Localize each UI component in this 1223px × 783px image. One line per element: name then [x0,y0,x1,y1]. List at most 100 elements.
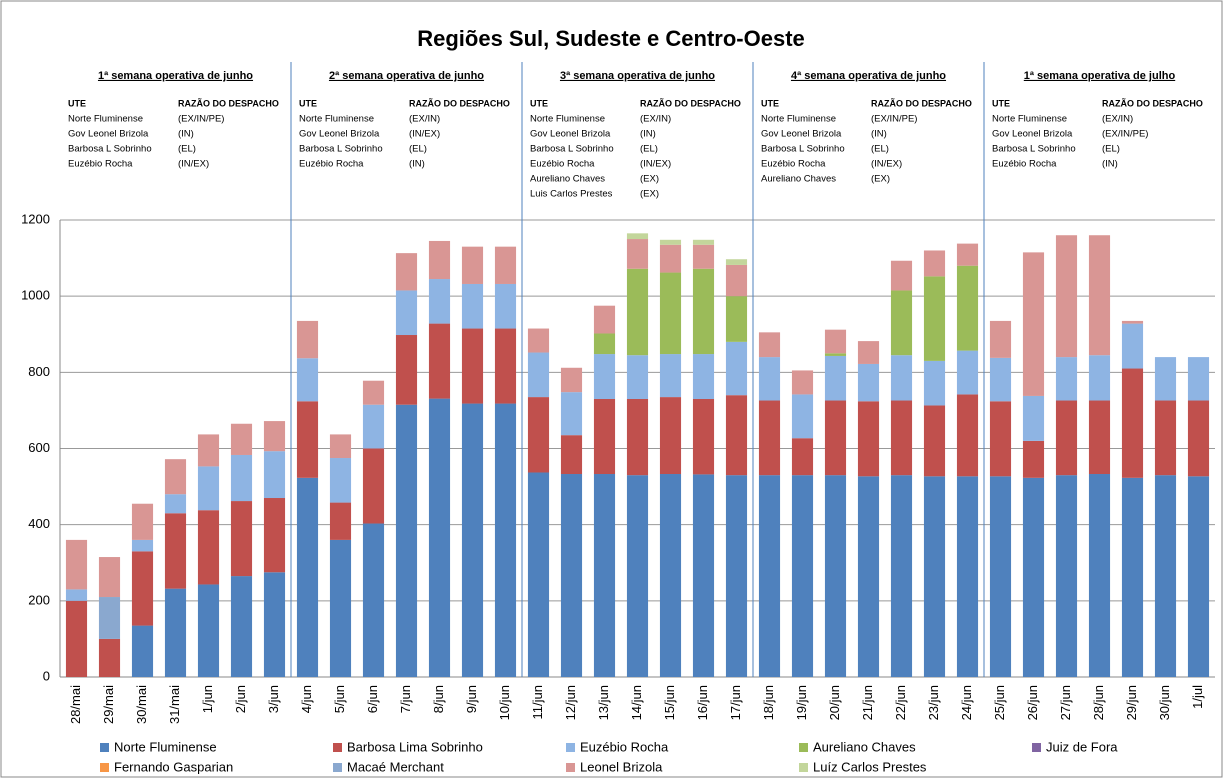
legend-label: Leonel Brizola [580,759,663,774]
bar-segment [692,354,715,399]
legend-label: Barbosa Lima Sobrinho [347,739,483,754]
bar-segment [890,260,913,291]
y-tick-label: 200 [28,592,50,607]
bar-segment [593,333,616,355]
week-cell: (IN) [1102,159,1118,170]
week-cell: Euzébio Rocha [299,159,364,170]
bar-segment [692,239,715,245]
week-header: UTE [299,98,317,108]
bar-segment [923,276,946,361]
week-cell: (IN) [409,159,425,170]
bar-segment [197,434,220,467]
bar-segment [890,355,913,401]
bar-segment [593,305,616,334]
bar-segment [560,392,583,436]
bar-segment [659,354,682,398]
bar-segment [824,353,847,356]
bar-segment [164,494,187,514]
bar-segment [296,358,319,402]
bar-segment [989,476,1012,677]
x-tick-label: 23/jun [926,685,941,720]
legend-label: Luíz Carlos Prestes [813,759,927,774]
bar-segment [626,233,649,240]
bar-segment [857,401,880,477]
week-cell: (EX/IN/PE) [1102,129,1148,140]
legend-label: Macaé Merchant [347,759,444,774]
bar-segment [824,329,847,354]
week-cell: Gov Leonel Brizola [530,129,611,140]
bar-segment [1022,252,1045,396]
y-tick-label: 1000 [21,288,50,303]
bar-segment [329,539,352,677]
week-cell: (EX/IN/PE) [871,114,917,125]
week-cell: Barbosa L Sobrinho [761,144,845,155]
bar-segment [626,355,649,399]
bar-segment [1154,475,1177,677]
y-tick-label: 800 [28,364,50,379]
week-cell: Barbosa L Sobrinho [992,144,1076,155]
bar-segment [1022,395,1045,441]
bar-segment [296,320,319,359]
bar-segment [1121,368,1144,478]
bar-segment [923,360,946,406]
bar-segment [1121,323,1144,369]
x-tick-label: 15/jun [662,685,677,720]
x-tick-label: 18/jun [761,685,776,720]
bar-segment [1088,474,1111,677]
y-tick-label: 600 [28,440,50,455]
bar-segment [527,397,550,473]
bar-segment [395,335,418,405]
week-cell: Aureliano Chaves [530,174,605,185]
bar-segment [1088,235,1111,356]
week-cell: Euzébio Rocha [761,159,826,170]
week-title: 2ª semana operativa de junho [329,70,484,82]
bar-segment [230,576,253,677]
bar-segment [923,476,946,677]
bar-segment [461,403,484,677]
week-cell: (IN/EX) [178,159,209,170]
week-cell: Gov Leonel Brizola [761,129,842,140]
x-tick-label: 6/jun [365,685,380,713]
bar-segment [593,398,616,475]
bar-segment [461,246,484,284]
week-cell: (EL) [640,144,658,155]
legend-label: Juiz de Fora [1046,739,1118,754]
bar-segment [956,394,979,477]
legend-label: Fernando Gasparian [114,759,233,774]
bar-segment [98,557,121,598]
bar-segment [791,370,814,395]
bar-segment [1022,477,1045,677]
bar-segment [890,290,913,356]
bar-segment [494,283,517,329]
bar-segment [98,638,121,677]
bar-segment [1187,357,1210,401]
bar-segment [659,239,682,245]
x-tick-label: 27/jun [1058,685,1073,720]
bar-segment [659,397,682,475]
week-cell: (EX/IN) [640,114,671,125]
x-tick-label: 7/jun [398,685,413,713]
bar-segment [824,475,847,677]
week-cell: Barbosa L Sobrinho [68,144,152,155]
week-cell: (EX) [640,174,659,185]
bar-segment [890,400,913,476]
x-tick-label: 5/jun [332,685,347,713]
week-title: 3ª semana operativa de junho [560,70,715,82]
bar-segment [593,474,616,677]
bar-segment [329,434,352,459]
bar-segment [824,400,847,476]
bar-segment [197,466,220,511]
bar-segment [230,423,253,455]
bar-segment [1154,400,1177,476]
x-tick-label: 20/jun [827,685,842,720]
bar-segment [263,572,286,677]
bar-segment [131,539,154,552]
bar-segment [1055,357,1078,401]
x-tick-label: 1/jun [200,685,215,713]
week-header: UTE [992,98,1010,108]
week-cell: Barbosa L Sobrinho [299,144,383,155]
x-tick-label: 29/mai [101,685,116,724]
week-cell: (EX/IN) [1102,114,1133,125]
bar-segment [428,240,451,280]
bar-segment [758,357,781,401]
